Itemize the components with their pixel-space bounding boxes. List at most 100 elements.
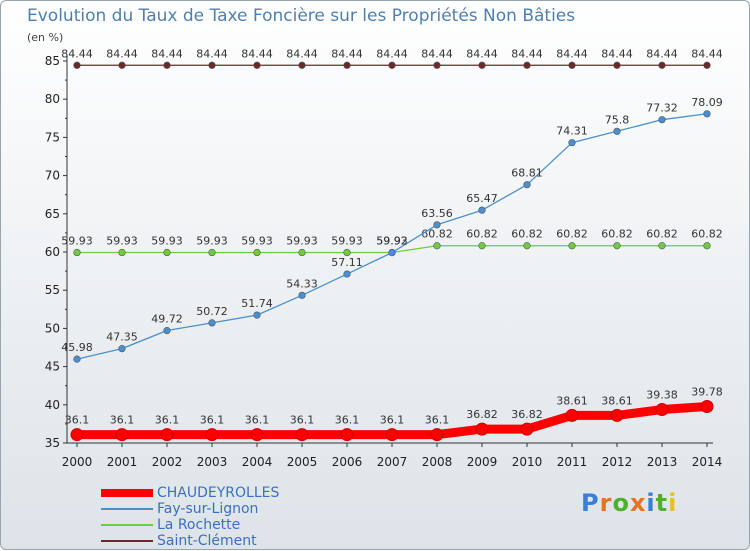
data-label: 65.47 (466, 192, 498, 205)
data-label: 78.09 (691, 96, 723, 109)
data-label: 59.93 (376, 235, 408, 248)
data-label: 84.44 (556, 47, 588, 60)
legend-label: CHAUDEYROLLES (157, 485, 280, 501)
data-label: 39.38 (646, 389, 678, 402)
data-point (430, 428, 444, 442)
logo-letter: i (646, 489, 656, 517)
data-point (298, 248, 306, 257)
data-point (298, 61, 306, 69)
logo-letter: t (655, 489, 669, 517)
x-tick-label: 2007 (377, 455, 408, 469)
data-label: 45.98 (61, 341, 93, 354)
x-tick-label: 2013 (647, 455, 678, 469)
data-point (613, 242, 621, 250)
data-point (205, 428, 219, 442)
data-label: 38.61 (601, 394, 633, 407)
data-point (388, 249, 396, 257)
data-point (703, 61, 711, 69)
data-label: 59.92 (376, 235, 408, 248)
data-point (208, 248, 216, 257)
series-saint-cl-ment: 84.44 84.44 84.44 84.44 84.44 84.44 84.44 84.44… (61, 47, 723, 69)
logo-letter: o (612, 489, 630, 517)
data-label: 68.81 (511, 167, 543, 180)
data-point (295, 428, 309, 442)
data-label: 60.82 (466, 228, 498, 241)
data-label: 84.44 (466, 47, 498, 60)
unit-label: (en %) (27, 31, 64, 44)
data-point (703, 242, 711, 250)
data-point (655, 403, 669, 417)
data-point (160, 428, 174, 442)
data-point (523, 181, 531, 189)
data-label: 60.82 (646, 228, 678, 241)
legend-swatch (101, 489, 153, 497)
data-label: 59.93 (151, 235, 183, 248)
data-point (568, 242, 576, 250)
y-tick-label: 65 (45, 207, 60, 221)
chart-title: Evolution du Taux de Taxe Foncière sur l… (27, 6, 576, 26)
data-point (520, 422, 534, 436)
data-label: 84.44 (286, 47, 318, 60)
y-tick-label: 80 (45, 92, 60, 106)
data-point (340, 428, 354, 442)
series-la-rochette: 59.93 59.93 59.93 59.93 59.93 59.93 59.93 59.93… (61, 228, 723, 257)
y-tick-label: 55 (45, 283, 60, 297)
data-label: 60.82 (421, 228, 453, 241)
data-label: 74.31 (556, 125, 588, 138)
data-label: 63.56 (421, 207, 453, 220)
data-label: 36.1 (335, 414, 360, 427)
data-label: 84.44 (331, 47, 363, 60)
legend-label: Saint-Clément (157, 533, 257, 549)
data-label: 54.33 (286, 277, 318, 290)
data-point (703, 110, 711, 118)
data-label: 50.72 (196, 305, 228, 318)
data-label: 36.1 (155, 414, 180, 427)
data-point (478, 61, 486, 69)
data-label: 60.82 (556, 228, 588, 241)
data-point (433, 242, 441, 250)
data-point (388, 61, 396, 69)
legend-item: Fay-sur-Lignon (101, 501, 279, 517)
data-label: 36.1 (65, 414, 90, 427)
data-label: 36.1 (245, 414, 270, 427)
legend-item: Saint-Clément (101, 533, 279, 549)
data-point (298, 291, 306, 299)
data-point (73, 61, 81, 69)
data-point (73, 355, 81, 363)
x-tick-label: 2012 (602, 455, 633, 469)
data-point (253, 61, 261, 69)
x-tick-label: 2005 (287, 455, 318, 469)
data-label: 77.32 (646, 102, 678, 115)
data-label: 36.1 (290, 414, 315, 427)
data-point (568, 139, 576, 147)
data-label: 60.82 (601, 228, 633, 241)
data-point (118, 61, 126, 69)
data-point (163, 61, 171, 69)
x-tick-label: 2004 (242, 455, 273, 469)
y-tick-label: 75 (45, 130, 60, 144)
logo-letter: x (629, 489, 647, 517)
data-point (343, 61, 351, 69)
data-point (478, 206, 486, 214)
data-label: 84.44 (196, 47, 228, 60)
data-point (658, 242, 666, 250)
y-tick-label: 45 (45, 360, 60, 374)
x-tick-label: 2002 (152, 455, 183, 469)
series-fay-sur-lignon: 45.98 47.35 49.72 50.72 51.74 54.33 57.11 59.92… (61, 96, 723, 363)
data-point (343, 270, 351, 278)
data-point (115, 428, 129, 442)
data-label: 59.93 (331, 235, 363, 248)
data-label: 84.44 (511, 47, 543, 60)
data-point (658, 61, 666, 69)
data-point (565, 408, 579, 422)
legend-swatch (101, 524, 153, 526)
data-point (700, 399, 714, 413)
data-point (118, 248, 126, 257)
logo-letter: r (599, 489, 613, 517)
data-label: 57.11 (331, 256, 363, 269)
data-label: 84.44 (106, 47, 138, 60)
data-label: 59.93 (241, 235, 273, 248)
data-point (163, 248, 171, 257)
